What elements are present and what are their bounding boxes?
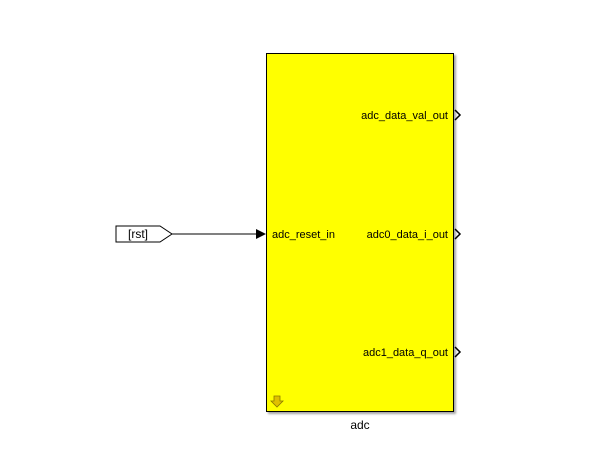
from-tag-label: [rst] (128, 227, 148, 241)
output-port-label: adc_data_val_out (361, 110, 448, 122)
subsystem-block-adc[interactable]: adc_reset_in adc_data_val_out adc0_data_… (266, 53, 454, 412)
output-port-label: adc0_data_i_out (366, 229, 448, 241)
output-port-icon (454, 346, 462, 358)
output-port-icon (454, 109, 462, 121)
output-port-icon (454, 228, 462, 240)
input-arrow-icon (256, 229, 266, 239)
input-port-label: adc_reset_in (272, 229, 335, 241)
down-arrow-icon[interactable] (270, 395, 284, 409)
from-tag-shape[interactable] (115, 225, 173, 243)
block-name-label: adc (350, 418, 370, 432)
output-port-label: adc1_data_q_out (362, 347, 448, 359)
